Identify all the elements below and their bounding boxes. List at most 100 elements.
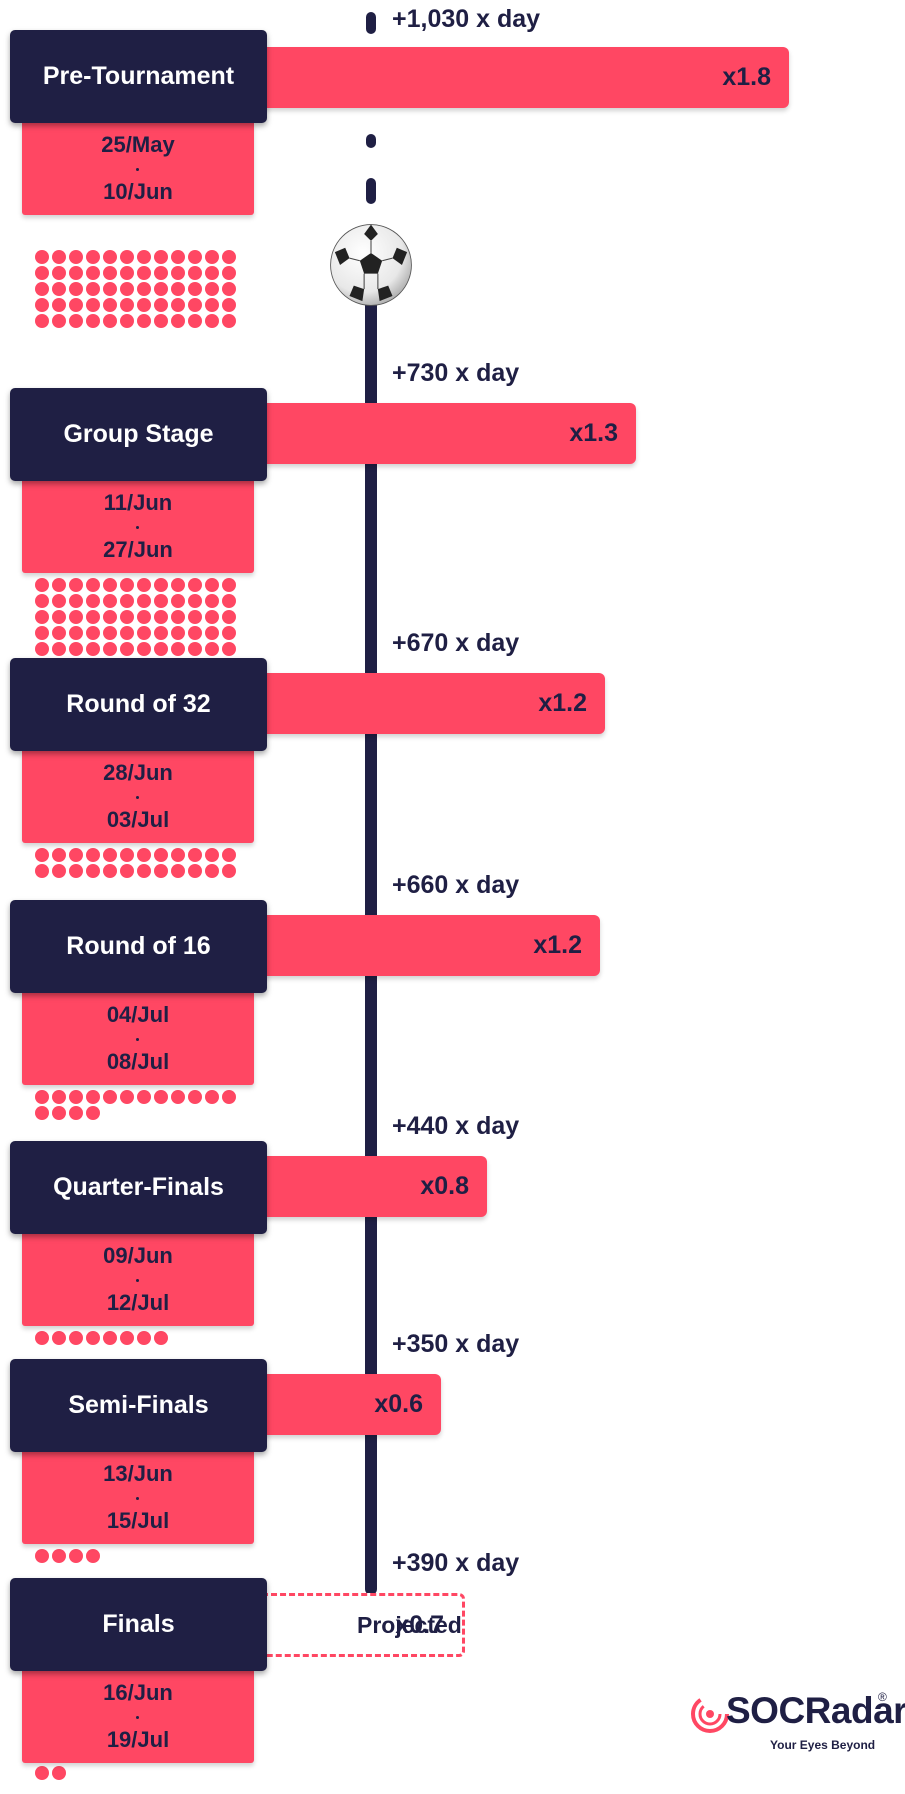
dot	[69, 1106, 83, 1120]
dot	[86, 298, 100, 312]
date-range: 25/May 10/Jun	[22, 123, 254, 215]
stage-label: Semi-Finals	[10, 1359, 267, 1452]
bar-projected: Projected x0.7	[262, 1593, 465, 1657]
dot	[52, 1766, 66, 1780]
dot	[52, 610, 66, 624]
dot	[35, 1331, 49, 1345]
dot	[171, 250, 185, 264]
dot	[137, 282, 151, 296]
dot	[171, 314, 185, 328]
dot	[120, 642, 134, 656]
dot	[35, 578, 49, 592]
dot	[86, 1549, 100, 1563]
dot	[52, 1331, 66, 1345]
dot	[188, 1090, 202, 1104]
date-end: 10/Jun	[103, 179, 173, 204]
dot	[154, 250, 168, 264]
bar-multiplier: x0.7	[395, 1611, 444, 1639]
dot	[137, 864, 151, 878]
dot	[154, 610, 168, 624]
date-separator	[136, 1497, 139, 1500]
dot	[120, 1090, 134, 1104]
dot	[103, 282, 117, 296]
dot	[52, 594, 66, 608]
dot	[137, 250, 151, 264]
socradar-logo: SOCRadar ® Your Eyes Beyond	[690, 1690, 905, 1760]
stage-label: Quarter-Finals	[10, 1141, 267, 1234]
dot	[154, 578, 168, 592]
stage-label: Pre-Tournament	[10, 30, 267, 123]
dot	[171, 610, 185, 624]
dot	[103, 298, 117, 312]
dot	[35, 594, 49, 608]
dot	[137, 314, 151, 328]
dot	[222, 1090, 236, 1104]
bar-multiplier: x1.2	[533, 931, 582, 959]
projected-label: Projected	[357, 1612, 462, 1638]
dot	[69, 298, 83, 312]
bar-value-label: +390 x day	[392, 1549, 520, 1577]
dot	[137, 626, 151, 640]
dot-cluster	[35, 848, 245, 878]
dot	[86, 314, 100, 328]
dot	[52, 578, 66, 592]
dot	[171, 1090, 185, 1104]
dot	[35, 626, 49, 640]
dot	[205, 250, 219, 264]
dot-cluster	[35, 1090, 245, 1120]
bar-multiplier: x1.3	[569, 419, 618, 447]
dot	[52, 250, 66, 264]
bar-value-label: +440 x day	[392, 1112, 520, 1140]
date-start: 25/May	[101, 132, 175, 157]
dot	[188, 864, 202, 878]
date-end: 08/Jul	[106, 1049, 170, 1074]
dot	[171, 594, 185, 608]
dot	[120, 250, 134, 264]
dot	[120, 864, 134, 878]
dot	[222, 250, 236, 264]
dot	[120, 594, 134, 608]
dot-cluster	[35, 1549, 245, 1563]
dot	[188, 578, 202, 592]
bar-value-label: +670 x day	[392, 629, 520, 657]
dot	[103, 610, 117, 624]
bar-value-label: +730 x day	[392, 359, 520, 387]
dot	[52, 282, 66, 296]
dot	[222, 642, 236, 656]
dot	[69, 282, 83, 296]
dot	[205, 848, 219, 862]
bar: x1.2	[262, 915, 600, 976]
logo-wordmark: SOCRadar	[726, 1690, 905, 1731]
dot	[103, 594, 117, 608]
dot	[171, 642, 185, 656]
date-range: 09/Jun 12/Jul	[22, 1234, 254, 1326]
dot	[222, 298, 236, 312]
dot	[69, 578, 83, 592]
dot	[52, 848, 66, 862]
dot	[222, 610, 236, 624]
dot	[154, 1090, 168, 1104]
dot	[154, 594, 168, 608]
dot-cluster	[35, 1766, 245, 1780]
dot	[188, 848, 202, 862]
date-range: 11/Jun 27/Jun	[22, 481, 254, 573]
dot	[188, 250, 202, 264]
dot	[103, 1090, 117, 1104]
bar-value-label: +350 x day	[392, 1330, 520, 1358]
dot	[69, 266, 83, 280]
soccer-ball-icon	[330, 224, 412, 306]
dot	[171, 298, 185, 312]
dot	[222, 578, 236, 592]
dot	[69, 626, 83, 640]
timeline-dash-2	[366, 134, 376, 148]
dot	[222, 282, 236, 296]
date-start: 09/Jun	[103, 1243, 173, 1268]
dot	[86, 250, 100, 264]
bar-multiplier: x1.2	[538, 689, 587, 717]
dot	[35, 250, 49, 264]
bar-multiplier: x1.8	[722, 63, 771, 91]
timeline-dash-3	[366, 178, 376, 204]
dot	[188, 594, 202, 608]
dot	[103, 1331, 117, 1345]
dot	[171, 626, 185, 640]
